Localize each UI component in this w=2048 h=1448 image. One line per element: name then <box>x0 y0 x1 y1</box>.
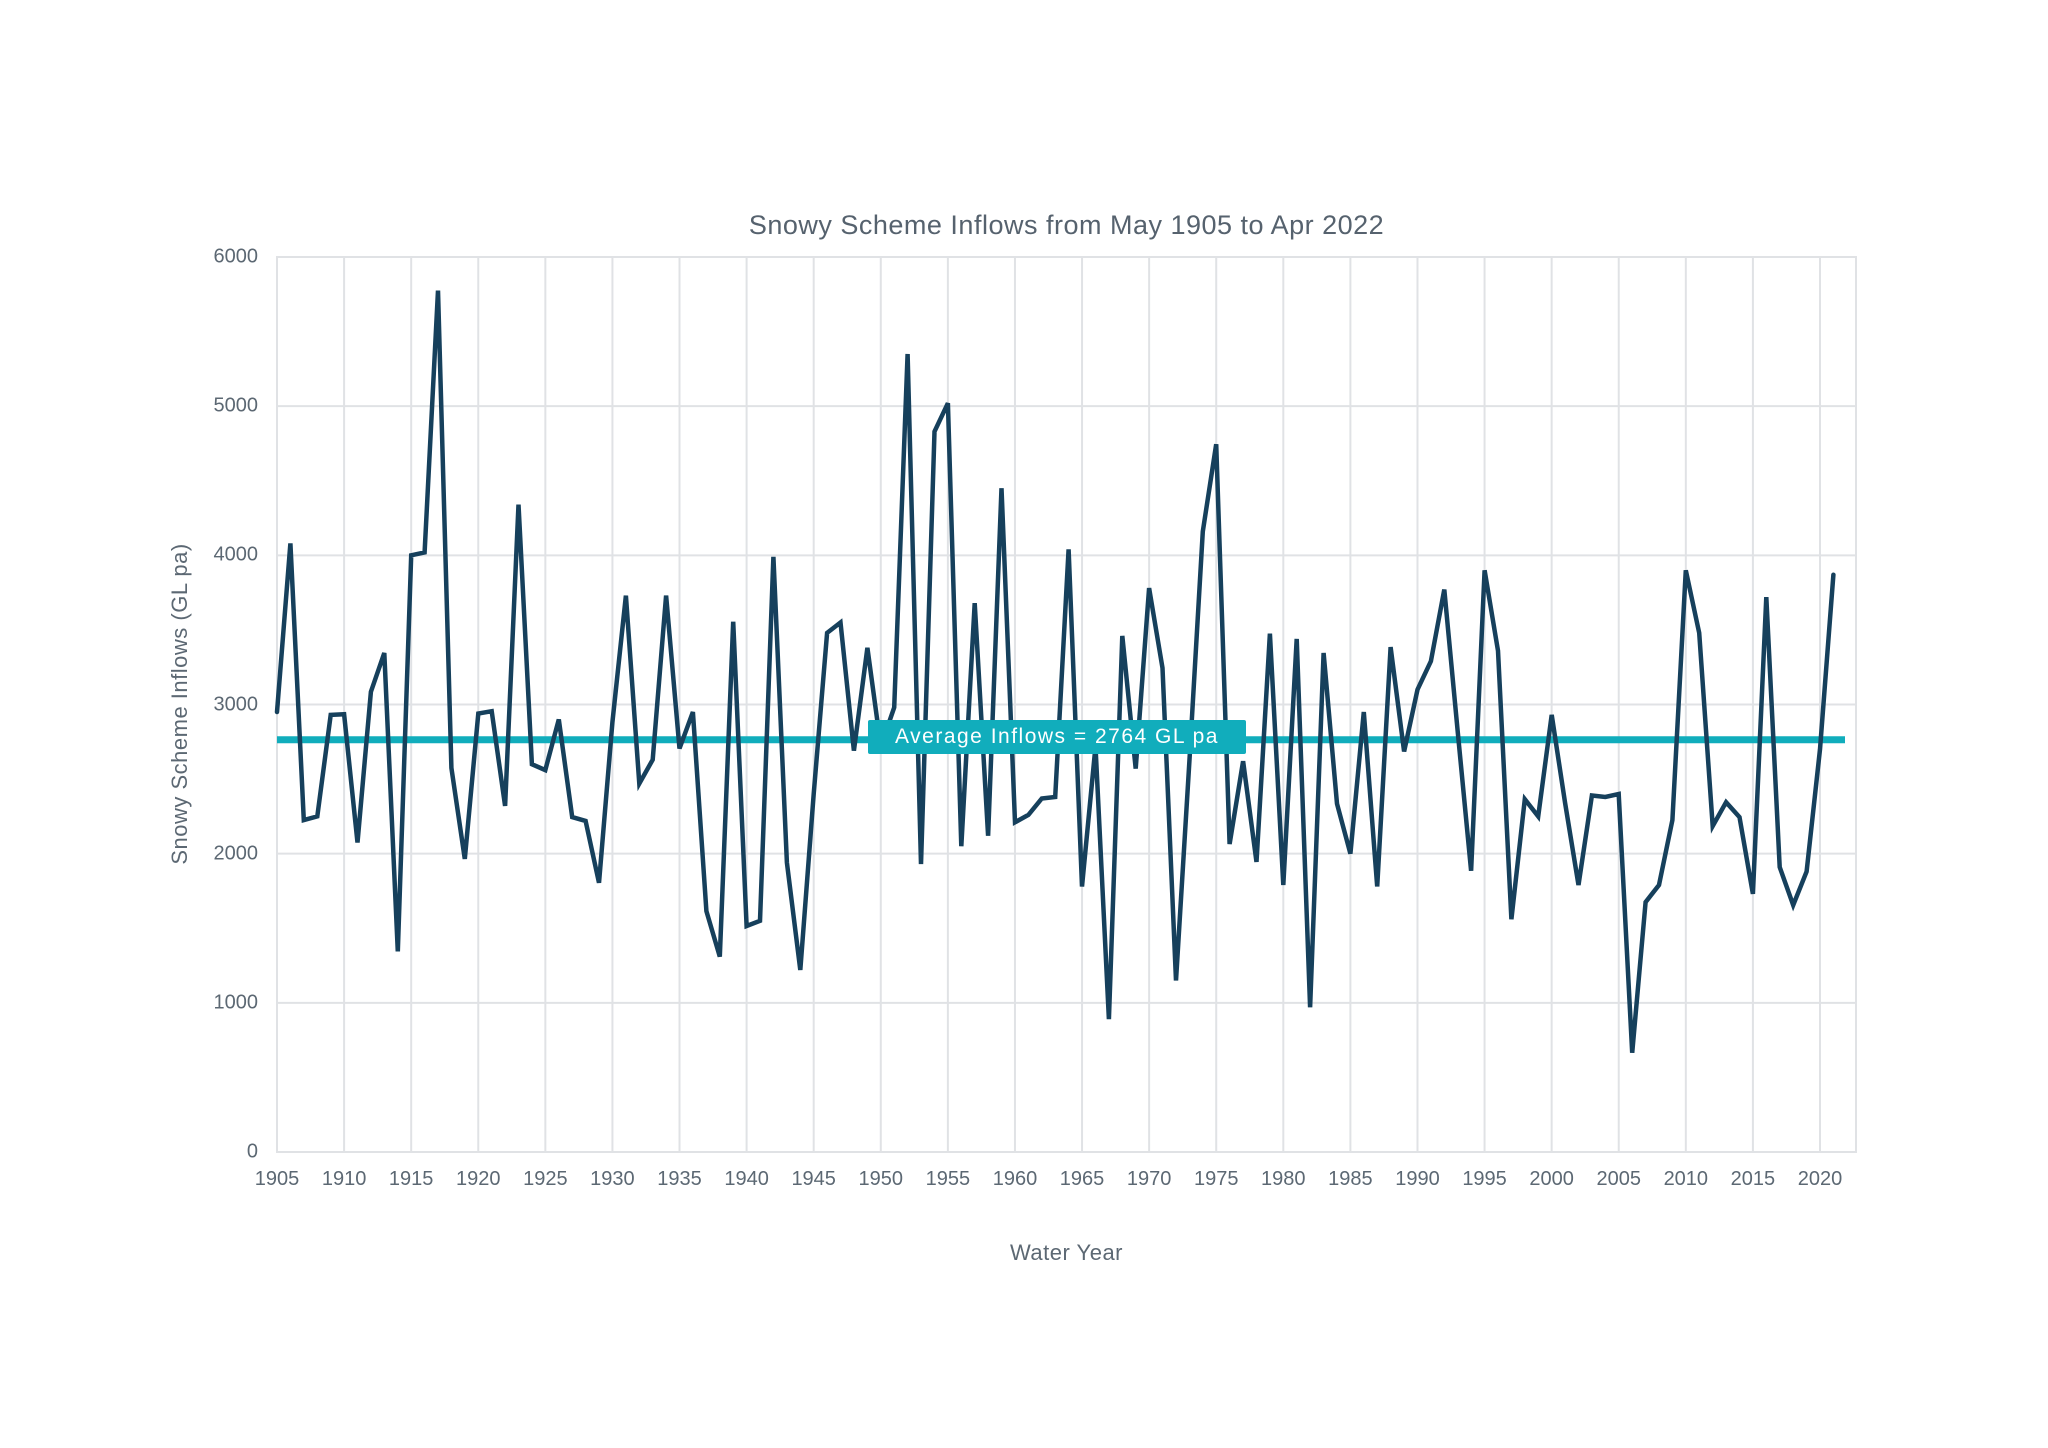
y-tick-label: 3000 <box>213 693 259 715</box>
x-tick-label: 2000 <box>1529 1168 1574 1190</box>
y-tick-label: 4000 <box>213 543 259 566</box>
y-tick-label: 0 <box>246 1140 258 1163</box>
x-tick-label: 2015 <box>1730 1168 1776 1190</box>
x-tick-label: 1960 <box>992 1168 1038 1190</box>
x-tick-label: 2010 <box>1663 1168 1709 1190</box>
x-tick-label: 1970 <box>1126 1168 1172 1190</box>
y-axis-title: Snowy Scheme Inflows (GL pa) <box>167 543 192 865</box>
inflows-line-series <box>274 290 1836 1053</box>
x-tick-label: 1910 <box>321 1168 367 1190</box>
x-axis-title: Water Year <box>1009 1240 1124 1265</box>
chart-title: Snowy Scheme Inflows from May 1905 to Ap… <box>748 210 1385 240</box>
x-tick-label: 1935 <box>657 1168 702 1190</box>
x-tick-label: 1965 <box>1059 1168 1105 1190</box>
average-inflows-annotation: Average Inflows = 2764 GL pa <box>868 720 1246 754</box>
y-tick-label: 6000 <box>213 245 259 268</box>
y-tick-label: 5000 <box>213 394 259 417</box>
x-tick-label: 1955 <box>925 1168 971 1190</box>
y-tick-label: 2000 <box>213 842 259 865</box>
x-tick-label: 1915 <box>388 1168 434 1190</box>
x-tick-label: 1975 <box>1193 1168 1239 1190</box>
x-tick-label: 1990 <box>1395 1168 1440 1190</box>
x-tick-label: 1930 <box>590 1168 635 1190</box>
x-tick-label: 1925 <box>523 1168 568 1190</box>
x-tick-label: 1985 <box>1328 1168 1373 1190</box>
x-tick-label: 2005 <box>1596 1168 1641 1190</box>
y-tick-label: 1000 <box>213 991 259 1014</box>
x-tick-label: 1940 <box>724 1168 769 1190</box>
x-tick-label: 1995 <box>1462 1168 1507 1190</box>
x-tick-label: 1905 <box>254 1168 300 1190</box>
x-tick-label: 1920 <box>456 1168 501 1190</box>
x-tick-label: 1945 <box>791 1168 836 1190</box>
x-tick-label: 1950 <box>858 1168 904 1190</box>
x-tick-label: 2020 <box>1797 1168 1843 1190</box>
x-tick-label: 1980 <box>1261 1168 1306 1190</box>
